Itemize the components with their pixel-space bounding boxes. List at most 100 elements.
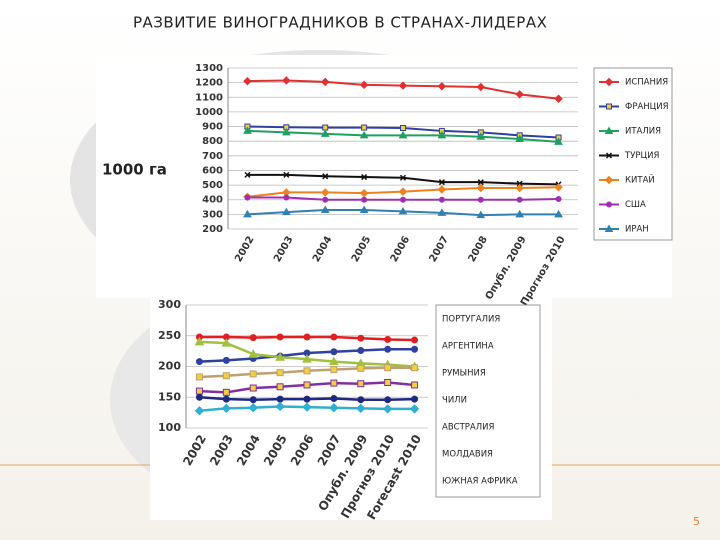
slide-title: РАЗВИТИЕ ВИНОГРАДНИКОВ В СТРАНАХ-ЛИДЕРАХ [133,14,547,32]
y-tick-label: 700 [202,151,223,162]
marker [398,187,408,196]
marker [194,336,205,346]
marker [276,383,284,391]
marker [248,402,258,413]
marker [400,196,406,203]
marker [249,396,257,404]
y-tick-label: 1200 [195,78,223,89]
marker [249,384,257,392]
marker [321,188,330,197]
marker [400,125,406,132]
marker [248,349,259,358]
marker [322,196,329,203]
marker [515,183,524,193]
y-tick-label: 200 [158,360,181,373]
marker [516,196,523,203]
legend-label: ЧИЛИ [442,396,467,406]
marker [330,348,338,356]
marker [554,183,563,192]
marker [359,130,369,139]
marker [244,194,251,201]
marker [411,395,419,403]
marker [195,358,203,366]
marker [249,370,257,378]
legend-label: ИСПАНИЯ [625,78,668,88]
marker [330,394,338,402]
marker [321,77,330,87]
marker [243,126,252,134]
marker [356,403,366,414]
marker [604,175,614,185]
marker [249,334,257,342]
legend-label: КИТАЙ [625,174,655,186]
marker [515,90,524,99]
marker [357,334,365,342]
y-tick-label: 600 [202,165,223,176]
marker [320,205,330,213]
marker [384,364,392,372]
marker [303,367,311,375]
y-tick-label: 500 [202,180,223,191]
marker [409,404,420,414]
marker [303,333,311,341]
marker [555,195,562,202]
marker [322,173,329,180]
page-number: 5 [693,515,700,528]
marker [515,134,525,142]
y-tick-label: 300 [202,209,223,220]
marker [606,103,612,110]
legend-label: ПОРТУГАЛИЯ [442,315,500,325]
marker [281,207,291,216]
marker [359,188,369,198]
marker [281,127,291,136]
marker [437,82,447,91]
marker [476,183,485,193]
y-tick-label: 250 [158,329,181,342]
y-tick-label: 800 [202,136,223,147]
y-tick-label: 400 [202,195,223,206]
marker [195,373,203,381]
marker [244,171,251,178]
marker [322,124,329,131]
marker [398,130,408,139]
y-tick-label: 100 [158,421,181,434]
legend-label: РУМЫНИЯ [442,369,486,379]
legend-label: ФРАНЦИЯ [625,102,669,112]
y-tick-label: 300 [158,298,181,311]
marker [222,388,230,396]
marker [384,345,392,353]
marker [283,194,290,201]
marker [243,209,252,218]
marker [194,406,205,416]
marker [221,338,232,347]
marker [382,404,393,414]
marker [411,345,419,353]
marker [330,379,338,387]
legend-label: ТУРЦИЯ [624,151,659,161]
marker [437,130,447,139]
marker [330,366,338,374]
marker [222,372,230,380]
y-tick-label: 1300 [195,63,223,74]
marker [384,396,392,404]
marker [399,174,407,181]
marker [282,76,291,85]
marker [359,80,369,90]
marker [476,132,486,140]
marker [359,205,369,213]
marker [320,129,330,137]
y-tick-label: 1100 [195,92,223,103]
legend-label: ИТАЛИЯ [625,127,661,137]
marker [243,76,252,86]
marker [516,180,523,187]
marker [411,364,419,372]
marker [437,208,447,216]
marker [554,94,563,103]
marker [276,395,284,403]
marker [276,333,284,341]
legend-box [435,304,541,498]
legend-label: АРГЕНТИНА [442,342,494,352]
marker [222,356,230,364]
